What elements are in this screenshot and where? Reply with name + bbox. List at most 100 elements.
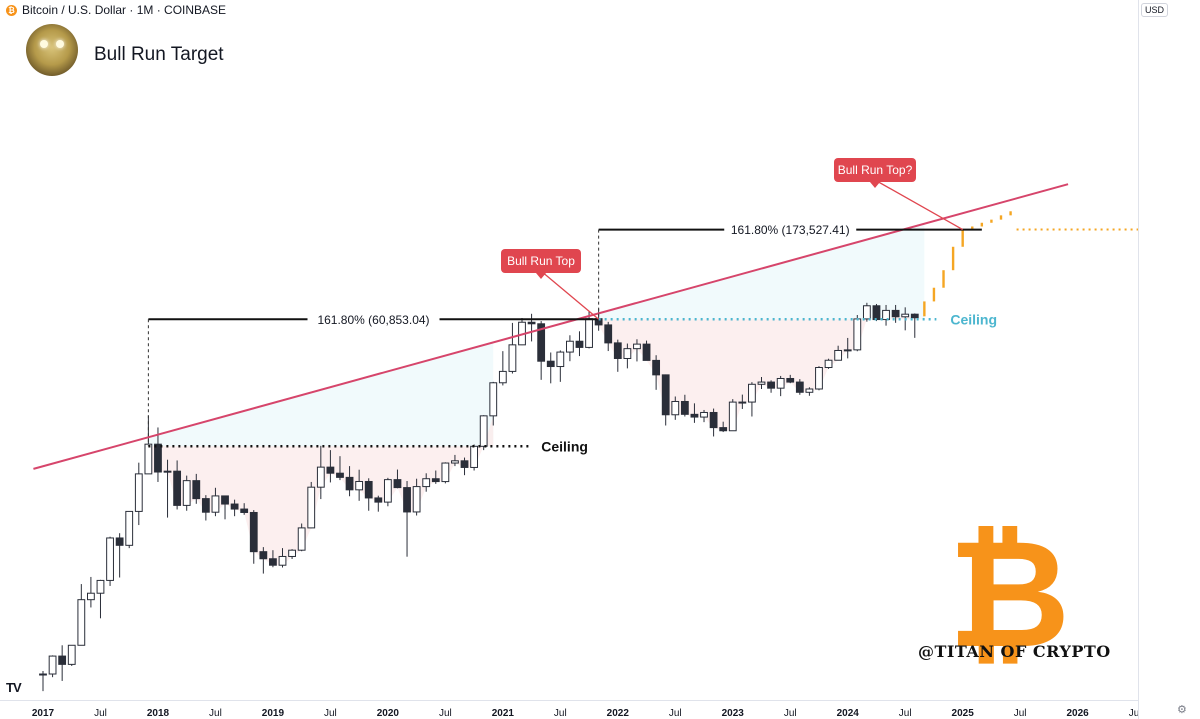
candle-body [700, 411, 708, 418]
candle-body [163, 470, 172, 473]
x-tick-year-label: 2019 [262, 708, 285, 719]
watermark-handle: @TITAN OF CRYPTO [918, 642, 1111, 661]
cup-zone-lower [598, 316, 925, 431]
bull-run-top-box [501, 249, 581, 273]
candle-body [230, 503, 239, 510]
gear-icon[interactable]: ⚙ [1177, 704, 1187, 716]
candle-body [201, 498, 210, 513]
candle-body [585, 318, 593, 348]
x-tick-month-label: Jul [784, 708, 797, 719]
projection-bar [951, 246, 955, 271]
x-tick-year-label: 2023 [722, 708, 745, 719]
candle-body [795, 381, 804, 393]
candle-body [422, 478, 431, 488]
bull-run-top-projected-pointer [874, 179, 964, 231]
candle-body [182, 480, 191, 506]
candle-body [652, 359, 661, 376]
candle-body [508, 344, 517, 372]
bitcoin-icon: ₿ [6, 4, 17, 16]
candle-body [249, 511, 258, 553]
x-tick-year-label: 2022 [607, 708, 630, 719]
candle-body [192, 480, 201, 500]
projection-bar [980, 222, 984, 227]
x-tick-month-label: Jul [94, 708, 107, 719]
bull-run-top-projected-box [834, 158, 916, 182]
x-tick-year-label: 2020 [377, 708, 400, 719]
candle-body [546, 360, 555, 368]
bull-run-top-label: Bull Run Top [507, 254, 575, 268]
cup-zone-upper [598, 223, 925, 320]
candle-body [336, 472, 344, 478]
candle-body [431, 478, 440, 483]
candle-body [374, 497, 383, 503]
candle-body [776, 377, 785, 389]
candle-body [661, 374, 670, 416]
avatar-eye-icon [40, 40, 48, 48]
candle-body [383, 479, 392, 503]
projection-bar [990, 219, 993, 223]
x-tick-month-label: Jul [439, 708, 452, 719]
bitcoin-logo-icon: ₿ [948, 508, 1071, 682]
candle-body [403, 487, 411, 513]
fib-extension-2021-label: 161.80% (173,527.41) [731, 223, 850, 237]
x-tick-year-label: 2018 [147, 708, 170, 719]
candle-body [556, 351, 565, 368]
x-tick-month-label: Jul [554, 708, 567, 719]
candle-body [910, 313, 919, 319]
fib-extension-2017-label-bg [307, 311, 440, 328]
candle-body [767, 381, 775, 389]
bull-run-top-projected-label: Bull Run Top? [838, 163, 913, 177]
fib-extension-2017-label: 161.80% (60,853.04) [317, 313, 429, 327]
avatar-eye-icon [56, 40, 64, 48]
candle-body [748, 383, 756, 403]
candle-body [891, 309, 900, 318]
x-tick-year-label: 2025 [952, 708, 975, 719]
candle-body [834, 349, 843, 361]
candle-body [451, 460, 459, 464]
cup-zone-upper [148, 342, 494, 447]
candle-body [575, 340, 584, 348]
candle-body [623, 348, 632, 359]
cup-zone-lower [148, 415, 494, 566]
candle-body [87, 592, 95, 601]
candle-body [460, 460, 469, 468]
candle-body [479, 415, 488, 447]
projection-bar [942, 270, 945, 288]
candle-body [690, 413, 699, 418]
candle-body [882, 309, 890, 321]
currency-selector[interactable]: USD [1141, 3, 1169, 17]
candle-body [633, 343, 641, 350]
ascending-trendline [33, 183, 1069, 470]
candle-body [671, 400, 680, 416]
price-axis[interactable] [1138, 0, 1200, 719]
candle-body [412, 486, 421, 513]
candle-body [757, 381, 766, 385]
x-tick-month-label: Jul [1129, 708, 1142, 719]
candle-body [125, 510, 134, 546]
x-tick-month-label: Jul [209, 708, 222, 719]
candle-body [58, 655, 67, 665]
candle-body [67, 644, 76, 665]
avatar [26, 24, 78, 76]
projection-bar [923, 301, 926, 317]
chart-title: Bull Run Target [94, 44, 224, 65]
candle-body [211, 495, 220, 513]
candle-body [316, 466, 325, 488]
candle-body [77, 599, 86, 646]
time-axis-divider [0, 700, 1138, 701]
candle-body [805, 388, 814, 393]
candle-body [719, 427, 728, 432]
x-tick-year-label: 2021 [492, 708, 515, 719]
x-tick-month-label: Jul [669, 708, 682, 719]
candle-body [288, 549, 296, 557]
symbol-label[interactable]: Bitcoin / U.S. Dollar · 1M · COINBASE [22, 3, 227, 17]
x-tick-year-label: 2026 [1067, 708, 1090, 719]
x-tick-month-label: Jul [324, 708, 337, 719]
bull-run-top-pointer [540, 270, 600, 320]
candle-body [709, 411, 718, 429]
candle-body [489, 382, 498, 417]
symbol-bar[interactable]: ₿ Bitcoin / U.S. Dollar · 1M · COINBASE [0, 0, 1138, 20]
projection-bar [961, 228, 964, 247]
ceiling-label-2021: Ceiling [950, 311, 997, 327]
candle-body [441, 462, 450, 483]
